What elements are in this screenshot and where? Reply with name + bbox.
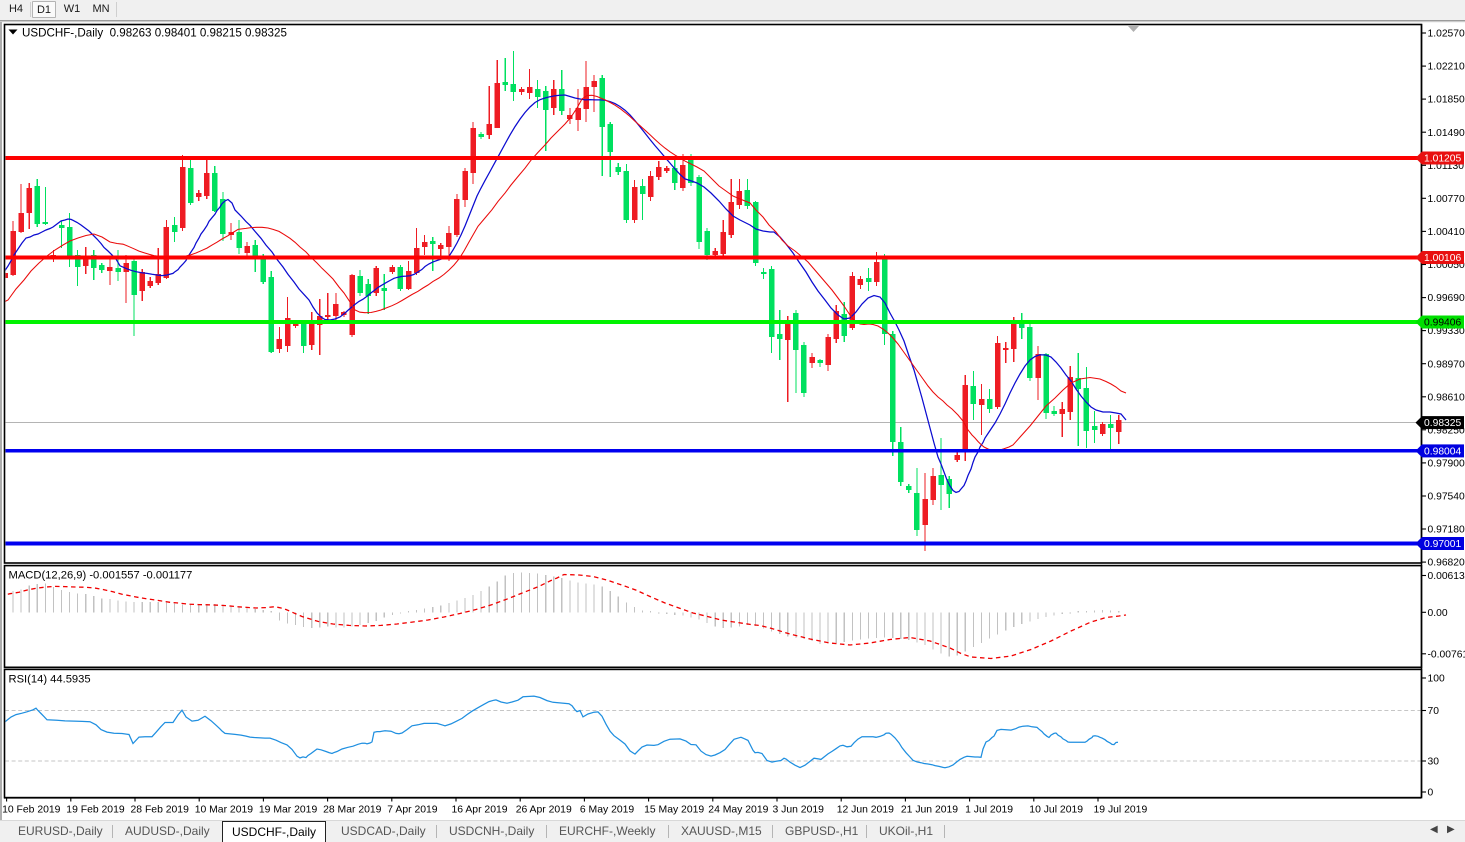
svg-text:0.97180: 0.97180: [1428, 525, 1465, 536]
svg-text:0.96820: 0.96820: [1428, 558, 1465, 569]
svg-text:12 Jun 2019: 12 Jun 2019: [837, 804, 894, 815]
svg-text:19 Mar 2019: 19 Mar 2019: [259, 804, 318, 815]
svg-text:1.00770: 1.00770: [1428, 194, 1465, 205]
svg-text:1.01850: 1.01850: [1428, 95, 1465, 106]
svg-text:0.99690: 0.99690: [1428, 293, 1465, 304]
svg-text:0.98970: 0.98970: [1428, 359, 1465, 370]
svg-text:0.00613: 0.00613: [1428, 571, 1465, 582]
svg-text:3 Jun 2019: 3 Jun 2019: [773, 804, 825, 815]
svg-text:70: 70: [1428, 706, 1440, 717]
svg-text:MACD(12,26,9) -0.001557 -0.001: MACD(12,26,9) -0.001557 -0.001177: [9, 570, 193, 582]
svg-text:USDCHF-,Daily 0.98263 0.98401: USDCHF-,Daily 0.98263 0.98401 0.98215 0.…: [22, 26, 287, 39]
svg-text:0.97900: 0.97900: [1428, 459, 1465, 470]
svg-text:16 Apr 2019: 16 Apr 2019: [452, 804, 508, 815]
svg-text:7 Apr 2019: 7 Apr 2019: [387, 804, 437, 815]
svg-text:1.01205: 1.01205: [1424, 154, 1461, 165]
svg-text:RSI(14) 44.5935: RSI(14) 44.5935: [9, 674, 91, 686]
svg-text:10 Mar 2019: 10 Mar 2019: [195, 804, 254, 815]
svg-text:0.98610: 0.98610: [1428, 392, 1465, 403]
svg-text:30: 30: [1428, 757, 1440, 768]
svg-text:15 May 2019: 15 May 2019: [644, 804, 704, 815]
svg-text:1.01490: 1.01490: [1428, 128, 1465, 139]
svg-text:0.98325: 0.98325: [1424, 418, 1461, 429]
svg-text:10 Jul 2019: 10 Jul 2019: [1029, 804, 1083, 815]
svg-text:1.02210: 1.02210: [1428, 62, 1465, 73]
svg-text:0.98250: 0.98250: [1428, 425, 1465, 436]
svg-text:1.02570: 1.02570: [1428, 29, 1465, 40]
svg-text:21 Jun 2019: 21 Jun 2019: [901, 804, 958, 815]
svg-text:6 May 2019: 6 May 2019: [580, 804, 635, 815]
svg-text:26 Apr 2019: 26 Apr 2019: [516, 804, 572, 815]
svg-text:0.99406: 0.99406: [1424, 318, 1461, 329]
svg-text:1 Jul 2019: 1 Jul 2019: [965, 804, 1013, 815]
svg-text:0.99330: 0.99330: [1428, 326, 1465, 337]
svg-text:0: 0: [1428, 788, 1434, 799]
svg-text:28 Feb 2019: 28 Feb 2019: [131, 804, 190, 815]
svg-text:1.00410: 1.00410: [1428, 227, 1465, 238]
svg-text:10 Feb 2019: 10 Feb 2019: [2, 804, 61, 815]
svg-text:1.00050: 1.00050: [1428, 260, 1465, 271]
svg-text:0.97540: 0.97540: [1428, 492, 1465, 503]
svg-text:0.00: 0.00: [1428, 608, 1448, 619]
svg-text:100: 100: [1428, 674, 1445, 685]
svg-text:19 Jul 2019: 19 Jul 2019: [1094, 804, 1148, 815]
svg-text:24 May 2019: 24 May 2019: [708, 804, 768, 815]
svg-text:1.00106: 1.00106: [1424, 253, 1461, 264]
svg-text:0.98004: 0.98004: [1424, 447, 1461, 458]
svg-text:0.97001: 0.97001: [1424, 539, 1461, 550]
svg-text:19 Feb 2019: 19 Feb 2019: [66, 804, 125, 815]
svg-text:28 Mar 2019: 28 Mar 2019: [323, 804, 382, 815]
svg-text:-0.007612: -0.007612: [1428, 649, 1465, 660]
svg-text:1.01130: 1.01130: [1428, 161, 1465, 172]
